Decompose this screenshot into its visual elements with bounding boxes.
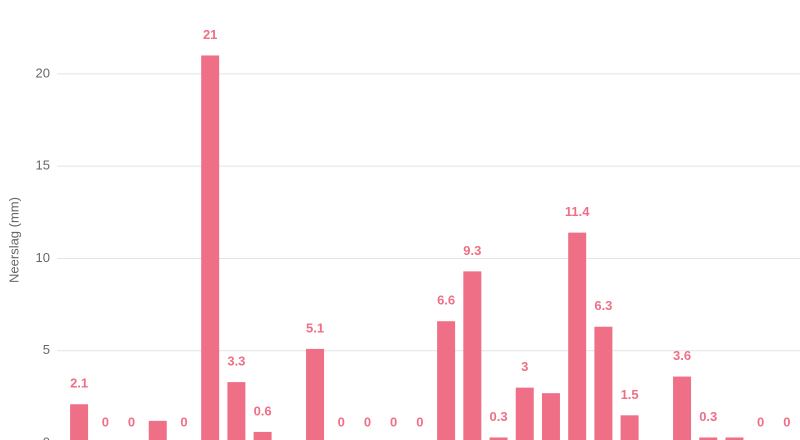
bar <box>568 232 587 440</box>
value-label: 0 <box>128 414 135 429</box>
bar <box>227 382 246 440</box>
bar <box>306 348 325 440</box>
y-tick-label: 0 <box>43 434 50 440</box>
value-label: 6.6 <box>437 293 455 308</box>
bar <box>699 437 718 440</box>
bar <box>515 387 534 440</box>
y-tick-label: 10 <box>36 250 50 265</box>
value-label: 21 <box>203 27 217 42</box>
bar <box>620 415 639 440</box>
value-label: 0.3 <box>699 409 717 424</box>
bar <box>489 437 508 440</box>
bar <box>594 326 613 440</box>
value-label: 0 <box>390 414 397 429</box>
value-label: 0 <box>757 414 764 429</box>
value-label: 0 <box>180 414 187 429</box>
value-label: 0 <box>783 414 790 429</box>
bar <box>253 431 272 440</box>
value-label: 3.6 <box>673 348 691 363</box>
bar <box>70 404 89 440</box>
value-label: 11.4 <box>565 204 590 219</box>
value-label: 0.6 <box>254 403 272 418</box>
value-label: 0 <box>102 414 109 429</box>
bar <box>437 321 456 440</box>
value-label: 6.3 <box>594 298 612 313</box>
value-label: 0.3 <box>489 409 507 424</box>
y-axis-label: Neerslag (mm) <box>6 197 21 283</box>
bar <box>673 376 692 440</box>
value-label: 3.3 <box>227 354 245 369</box>
value-label: 1.5 <box>621 387 639 402</box>
bar <box>725 437 744 440</box>
value-label: 2.1 <box>70 376 88 391</box>
value-label: 5.1 <box>306 320 324 335</box>
value-label: 0 <box>338 414 345 429</box>
y-tick-label: 5 <box>43 342 50 357</box>
value-label: 0 <box>416 414 423 429</box>
y-tick-label: 15 <box>36 158 50 173</box>
value-label: 9.3 <box>463 243 481 258</box>
bar <box>541 393 560 440</box>
bar <box>201 55 220 440</box>
y-tick-label: 20 <box>36 65 50 80</box>
value-label: 0 <box>364 414 371 429</box>
value-label: 3 <box>521 359 528 374</box>
bar <box>148 420 167 440</box>
bar <box>463 271 482 440</box>
